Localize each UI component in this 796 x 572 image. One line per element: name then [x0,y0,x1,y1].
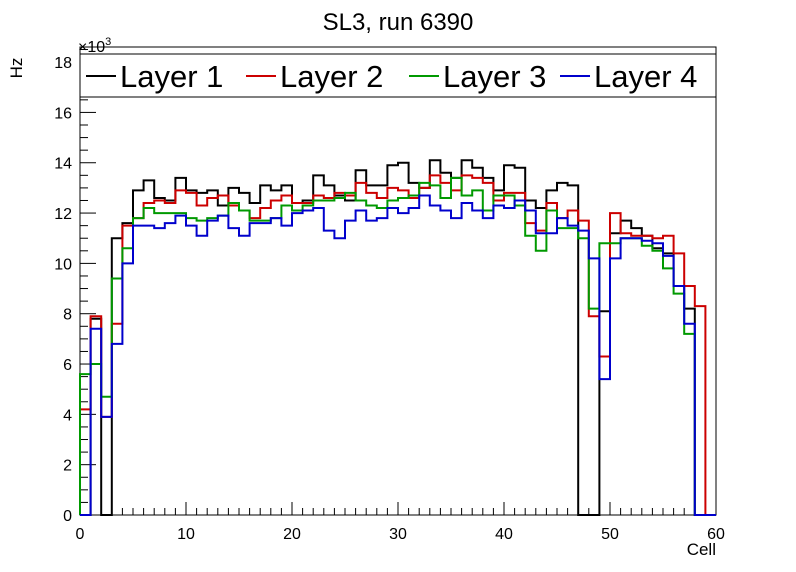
plot-frame [79,46,717,516]
x-tick-label: 0 [76,526,85,543]
legend-label-layer-3: Layer 3 [443,59,546,94]
series-layer [79,159,716,516]
series-line-layer-2 [79,174,716,516]
y-tick-label: 2 [63,458,72,475]
y-multiplier: ×103 [78,36,111,56]
x-axis-label: Cell [687,540,716,559]
y-tick-label: 12 [54,206,72,223]
series-line-layer-1 [80,159,716,516]
y-tick-label: 4 [63,407,72,424]
y-multiplier-exponent: 3 [105,36,111,48]
x-tick-label: 30 [389,526,407,543]
x-tick-label: 20 [283,526,301,543]
legend-label-layer-1: Layer 1 [120,59,223,94]
y-axis-label: Hz [7,58,26,79]
chart-title: SL3, run 6390 [323,9,474,36]
y-tick-label: 14 [54,156,72,173]
y-tick-label: 10 [54,256,72,273]
x-tick-label: 50 [601,526,619,543]
series-line-layer-4 [80,194,716,516]
y-tick-label: 18 [54,55,72,72]
legend-label-layer-4: Layer 4 [594,59,697,94]
x-tick-label: 60 [707,526,725,543]
y-multiplier-base: ×10 [78,39,105,56]
y-tick-label: 0 [63,508,72,525]
y-tick-label: 16 [54,105,72,122]
axis-ticks: 0 10 20 30 40 50 60 0 2 4 6 8 10 12 14 16 18 [54,49,725,543]
legend-box [79,53,717,98]
legend: Layer 1 Layer 2 Layer 3 Layer 4 [86,59,697,94]
x-tick-label: 10 [177,526,195,543]
y-tick-label: 8 [63,307,72,324]
x-tick-label: 40 [495,526,513,543]
legend-label-layer-2: Layer 2 [280,59,383,94]
y-tick-label: 6 [63,357,72,374]
